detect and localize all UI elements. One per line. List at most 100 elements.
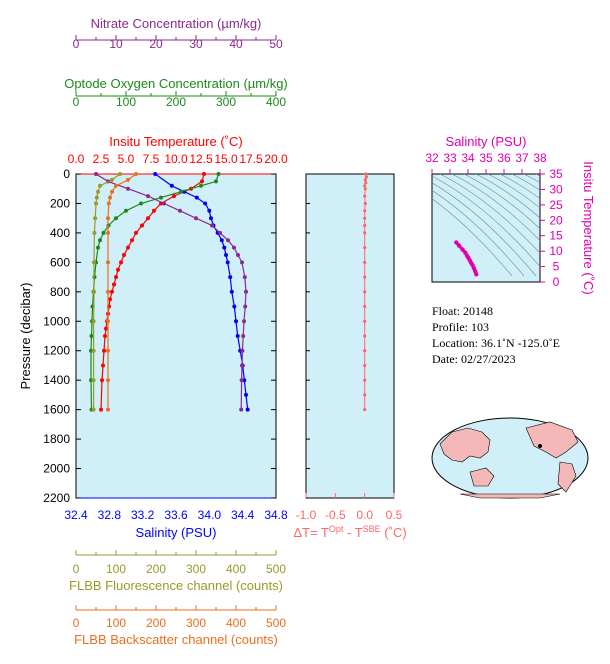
temperature-point <box>101 363 105 368</box>
nitrate-point <box>243 304 248 309</box>
oxygen-tick-label: 100 <box>116 95 136 109</box>
oxygen-point <box>159 195 163 200</box>
delta-point <box>363 408 367 412</box>
oxygen-point <box>124 208 128 213</box>
nitrate-point <box>236 253 240 257</box>
nitrate-tick-label: 40 <box>229 37 243 51</box>
backscatter-point <box>134 172 138 176</box>
backscatter-axis-title: FLBB Backscatter channel (counts) <box>74 632 278 647</box>
ts-salinity-tick-label: 34 <box>461 151 475 165</box>
pressure-tick-label: 1600 <box>43 403 70 417</box>
salinity-tick-label: 32.8 <box>98 508 122 522</box>
ts-density-contour <box>432 198 513 277</box>
delta-point <box>363 319 367 323</box>
pressure-tick-label: 200 <box>50 196 70 210</box>
delta-point <box>363 275 367 279</box>
delta-point <box>364 175 368 179</box>
nitrate-tick-label: 50 <box>269 37 283 51</box>
nitrate-point <box>178 208 182 213</box>
ts-temperature-tick-label: 35 <box>549 167 563 181</box>
ts-density-contour <box>463 174 540 230</box>
oxygen-tick-label: 300 <box>216 95 236 109</box>
salinity-point <box>203 201 208 206</box>
backscatter-point <box>106 378 110 383</box>
nitrate-line <box>95 173 247 410</box>
info-date: Date: 02/27/2023 <box>432 352 516 366</box>
fluorescence-point <box>93 216 98 221</box>
ts-density-contour <box>523 174 540 184</box>
delta-point <box>363 393 367 397</box>
nitrate-tick-label: 30 <box>189 37 203 51</box>
map-float-location <box>538 444 542 448</box>
fluorescence-point <box>91 378 96 383</box>
delta-point <box>363 290 367 294</box>
ts-density-contour <box>511 174 540 191</box>
oxygen-point <box>139 201 143 206</box>
backscatter-tick-label: 400 <box>226 616 246 630</box>
oxygen-point <box>216 172 221 176</box>
backscatter-tick-label: 0 <box>73 616 80 630</box>
nitrate-point <box>146 194 150 199</box>
backscatter-point <box>114 183 118 188</box>
nitrate-tick-label: 10 <box>109 37 123 51</box>
nitrate-point <box>241 334 246 338</box>
fluorescence-point <box>118 172 122 176</box>
oxygen-tick-label: 200 <box>166 95 186 109</box>
ts-point <box>460 247 465 252</box>
ts-plot-area <box>431 173 541 283</box>
fluorescence-tick-label: 400 <box>226 562 246 576</box>
world-map <box>431 417 589 499</box>
ts-salinity-axis-title: Salinity (PSU) <box>446 134 527 149</box>
info-profile: Profile: 103 <box>432 320 489 334</box>
temperature-point <box>108 297 112 302</box>
ts-density-contour <box>487 174 540 209</box>
pressure-tick-label: 400 <box>50 226 70 240</box>
salinity-tick-label: 34.8 <box>264 508 288 522</box>
nitrate-point <box>94 172 98 176</box>
delta-point <box>363 201 367 206</box>
temperature-tick-label: 12.5 <box>189 152 213 166</box>
pressure-axis-title: Pressure (decibar) <box>18 283 33 390</box>
temperature-point <box>152 208 156 213</box>
delta-point <box>363 194 367 198</box>
ts-density-contour <box>432 175 540 268</box>
delta-point <box>363 231 367 235</box>
delta-point <box>363 304 367 309</box>
nitrate-point <box>126 186 130 191</box>
pressure-tick-label: 1000 <box>43 314 70 328</box>
temperature-point <box>116 267 120 272</box>
delta-point <box>363 334 367 338</box>
ts-point <box>456 243 462 248</box>
salinity-point <box>169 183 174 188</box>
delta-point <box>363 260 367 264</box>
ts-point <box>454 240 459 245</box>
fluorescence-point <box>96 189 100 194</box>
fluorescence-point <box>98 183 102 188</box>
delta-tick-label: -1.0 <box>296 508 317 522</box>
nitrate-point <box>162 201 166 206</box>
salinity-point <box>222 245 227 250</box>
backscatter-point <box>126 177 130 182</box>
delta-tick-label: 0.0 <box>356 508 373 522</box>
map-antarctica <box>459 493 561 499</box>
salinity-point <box>244 392 248 397</box>
delta-title-prefix: ΔT= T <box>293 525 329 540</box>
nitrate-point <box>218 230 222 235</box>
delta-point <box>364 172 368 176</box>
backscatter-tick-label: 500 <box>266 616 286 630</box>
nitrate-point <box>240 260 244 265</box>
nitrate-point <box>239 407 244 412</box>
temperature-point <box>146 216 150 221</box>
ts-density-contour <box>499 174 540 200</box>
fluorescence-point <box>92 289 96 294</box>
temperature-point <box>200 179 204 184</box>
backscatter-point <box>106 319 110 324</box>
salinity-point <box>153 172 158 176</box>
backscatter-point <box>110 189 114 194</box>
salinity-tick-label: 32.4 <box>64 508 88 522</box>
oxygen-axis-title: Optode Oxygen Concentration (µm/kg) <box>64 76 288 91</box>
ts-salinity-tick-label: 37 <box>515 151 529 165</box>
nitrate-tick-label: 0 <box>73 37 80 51</box>
temperature-point <box>126 245 130 250</box>
temperature-point <box>130 238 134 243</box>
